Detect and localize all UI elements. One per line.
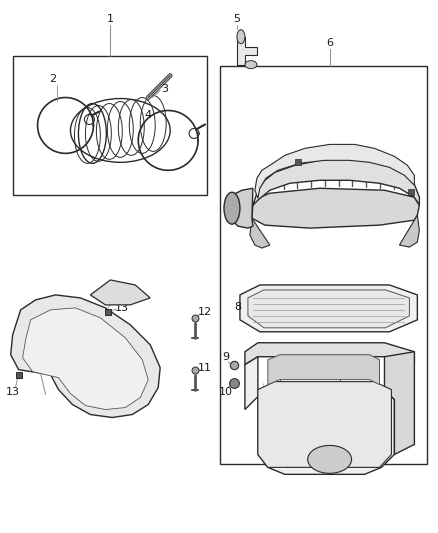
Polygon shape (250, 218, 270, 248)
Text: 14: 14 (111, 285, 125, 295)
Polygon shape (240, 285, 417, 332)
Text: 3: 3 (162, 84, 169, 94)
Text: 9: 9 (223, 352, 230, 362)
Text: 10: 10 (219, 386, 233, 397)
Polygon shape (228, 188, 253, 228)
Polygon shape (11, 295, 160, 417)
Text: 4: 4 (145, 110, 152, 120)
Polygon shape (268, 355, 379, 385)
Bar (13, 55, 207, 195)
Polygon shape (252, 188, 419, 228)
Polygon shape (248, 290, 410, 328)
Polygon shape (258, 382, 392, 467)
Polygon shape (253, 158, 419, 205)
Polygon shape (399, 215, 419, 247)
Polygon shape (237, 37, 257, 64)
Ellipse shape (237, 30, 245, 44)
Ellipse shape (224, 192, 240, 224)
Ellipse shape (245, 61, 257, 69)
Polygon shape (90, 280, 150, 305)
Text: 11: 11 (198, 362, 212, 373)
Text: 13: 13 (115, 303, 129, 313)
Ellipse shape (308, 446, 352, 473)
Text: 1: 1 (107, 14, 114, 24)
Bar (220, 66, 427, 464)
Polygon shape (23, 308, 148, 409)
Polygon shape (255, 144, 414, 198)
Polygon shape (245, 357, 395, 474)
Polygon shape (245, 343, 414, 365)
Text: 13: 13 (6, 386, 20, 397)
Text: 7: 7 (311, 154, 318, 163)
Text: 12: 12 (198, 307, 212, 317)
Text: 2: 2 (49, 74, 56, 84)
Polygon shape (385, 352, 414, 455)
Text: 5: 5 (233, 14, 240, 24)
Text: 6: 6 (326, 38, 333, 48)
Text: 8: 8 (234, 302, 241, 312)
